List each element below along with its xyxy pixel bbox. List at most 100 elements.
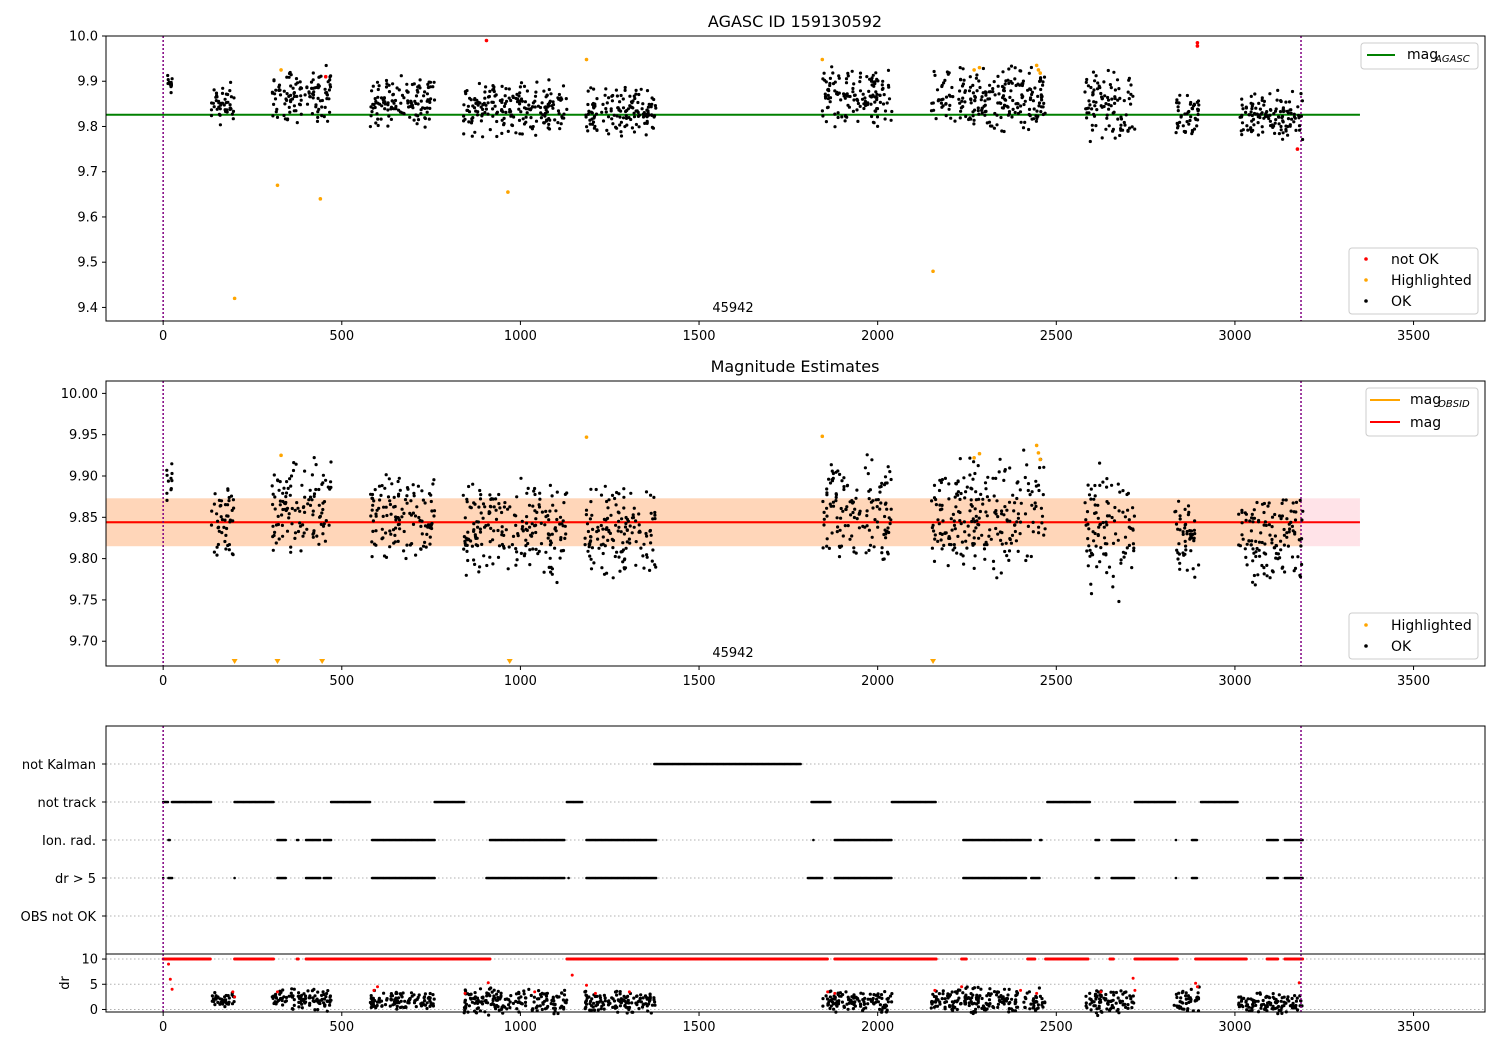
ok-point bbox=[931, 523, 935, 527]
ok-point bbox=[982, 543, 987, 547]
ok-point bbox=[1002, 478, 1006, 482]
ok-point bbox=[477, 81, 481, 86]
ok-point bbox=[1257, 540, 1262, 544]
ok-point bbox=[282, 486, 286, 490]
ok-point bbox=[614, 523, 618, 527]
ok-point bbox=[889, 118, 893, 122]
ok-point bbox=[645, 553, 649, 557]
ok-point bbox=[649, 511, 653, 515]
dr-point bbox=[563, 988, 567, 993]
ok-point bbox=[1248, 519, 1252, 523]
ok-point bbox=[165, 498, 169, 502]
ok-point bbox=[557, 97, 561, 101]
ok-point bbox=[1111, 541, 1116, 546]
ok-point bbox=[1284, 498, 1288, 502]
ok-point bbox=[306, 502, 310, 506]
ok-point bbox=[1250, 107, 1254, 111]
ok-point bbox=[958, 116, 962, 120]
highlighted-point bbox=[820, 434, 825, 439]
ok-point bbox=[1112, 70, 1116, 74]
ok-point bbox=[998, 101, 1002, 105]
ok-point bbox=[289, 484, 293, 488]
dr-point bbox=[389, 998, 394, 1002]
ok-point bbox=[614, 503, 618, 507]
panel-1-title: AGASC ID 159130592 bbox=[708, 12, 882, 31]
ok-point bbox=[215, 553, 219, 557]
ok-point bbox=[559, 122, 563, 126]
ok-point bbox=[1287, 100, 1292, 104]
ok-point bbox=[1240, 121, 1245, 125]
flag-point bbox=[829, 800, 832, 804]
ok-point bbox=[617, 555, 621, 559]
flag-point bbox=[654, 876, 658, 880]
ok-point bbox=[976, 109, 980, 113]
dr-point bbox=[308, 1001, 312, 1006]
ok-point bbox=[610, 99, 615, 103]
ok-point bbox=[1258, 107, 1262, 111]
panel-1-annotation: 45942 bbox=[712, 301, 753, 316]
ok-point bbox=[968, 509, 972, 513]
ok-point bbox=[481, 102, 485, 107]
ok-point bbox=[1260, 111, 1264, 115]
ok-point bbox=[220, 518, 224, 522]
ok-point bbox=[872, 545, 876, 549]
ok-point bbox=[1126, 90, 1130, 94]
ok-point bbox=[1090, 123, 1094, 127]
dr-point bbox=[377, 998, 381, 1002]
dr-point bbox=[272, 1001, 276, 1006]
ok-point bbox=[1127, 543, 1131, 548]
ok-point bbox=[303, 510, 307, 514]
ok-point bbox=[887, 97, 892, 101]
ok-point bbox=[281, 534, 285, 538]
ok-point bbox=[1003, 82, 1007, 86]
ok-point bbox=[371, 84, 375, 88]
ok-point bbox=[531, 547, 535, 551]
dr-point bbox=[316, 990, 320, 994]
ok-point bbox=[1185, 532, 1189, 536]
x-tick-label: 1000 bbox=[504, 674, 537, 689]
flag-point bbox=[1236, 800, 1239, 804]
ok-point bbox=[213, 492, 217, 496]
ok-point bbox=[1016, 106, 1020, 110]
ok-point bbox=[981, 497, 985, 501]
ok-point bbox=[166, 479, 170, 483]
ok-point bbox=[1005, 104, 1009, 108]
ok-point bbox=[288, 477, 292, 481]
ok-point bbox=[428, 80, 433, 84]
ok-point bbox=[592, 87, 596, 91]
ok-point bbox=[1000, 84, 1005, 89]
ok-point bbox=[223, 539, 227, 544]
ok-point bbox=[654, 565, 658, 569]
ok-point bbox=[226, 514, 230, 518]
ok-point bbox=[307, 91, 311, 95]
ok-point bbox=[1299, 544, 1303, 548]
ok-point bbox=[1086, 483, 1090, 487]
ok-point bbox=[1184, 548, 1188, 552]
dr-point bbox=[297, 994, 301, 998]
ok-point bbox=[533, 94, 538, 98]
ok-point bbox=[326, 119, 330, 123]
ok-point bbox=[553, 527, 557, 531]
ok-point bbox=[615, 114, 619, 118]
ok-point bbox=[637, 523, 641, 527]
flag-point bbox=[890, 876, 893, 880]
ok-point bbox=[884, 501, 888, 505]
ok-point bbox=[930, 499, 934, 503]
ok-point bbox=[382, 554, 387, 558]
ok-point bbox=[637, 512, 641, 516]
ok-point bbox=[1288, 527, 1292, 531]
ok-point bbox=[1259, 531, 1263, 535]
ok-point bbox=[958, 457, 962, 461]
y-tick-label: 9.85 bbox=[69, 511, 98, 526]
ok-point bbox=[949, 517, 953, 521]
ok-point bbox=[589, 539, 593, 543]
flag-category-label: Ion. rad. bbox=[42, 834, 96, 849]
ok-point bbox=[822, 510, 826, 514]
x-tick-label: 2500 bbox=[1040, 329, 1073, 344]
ok-point bbox=[886, 465, 890, 469]
ok-point bbox=[405, 82, 409, 86]
ok-point bbox=[629, 491, 633, 495]
ok-point bbox=[1013, 529, 1018, 534]
ok-point bbox=[560, 97, 564, 101]
ok-point bbox=[643, 114, 647, 118]
